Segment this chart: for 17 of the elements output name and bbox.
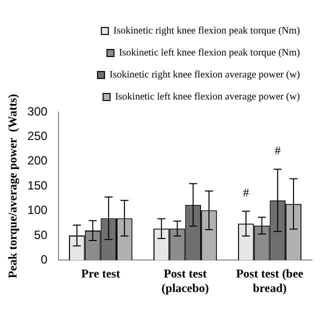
y-axis-title: Peak torque/average power (Watts) (5, 94, 20, 278)
y-tick-label: 0 (40, 252, 48, 267)
x-tick-label: Post test (bee bread) (236, 266, 304, 295)
x-tick-label: Pre test (81, 266, 120, 280)
annotation: # (274, 143, 281, 158)
x-tick-label: Post test (placebo) (162, 266, 209, 295)
y-tick-label: 200 (27, 154, 48, 168)
y-tick-label: 250 (27, 129, 48, 144)
y-tick-label: 150 (27, 178, 48, 192)
annotation: # (242, 185, 249, 200)
y-tick-label: 100 (27, 203, 48, 218)
legend-label: Isokinetic left knee flexion peak torque (Nm) (118, 48, 300, 59)
legend-label: Isokinetic right knee flexion peak torque (Nm) (113, 26, 300, 37)
y-tick-label: 300 (27, 104, 48, 118)
y-tick-label: 50 (34, 228, 48, 242)
legend-label: Isokinetic right knee flexion average power (w) (110, 70, 300, 81)
legend-label: Isokinetic left knee flexion average power (w) (115, 92, 300, 103)
